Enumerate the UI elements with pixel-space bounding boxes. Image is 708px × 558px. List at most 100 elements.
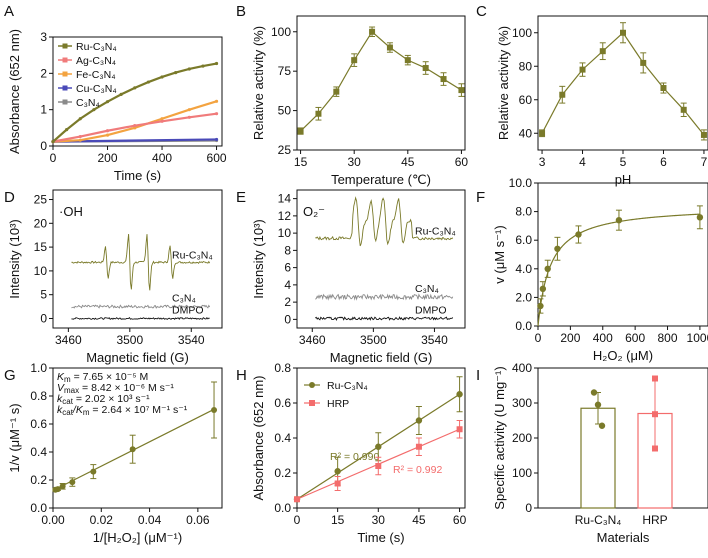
data-point	[160, 119, 164, 123]
data-point	[174, 71, 178, 75]
y-tick-label: 8	[284, 243, 291, 257]
data-point	[187, 108, 191, 112]
kinetics-annotation: Vmax = 8.42 × 10⁻⁶ M s⁻¹	[57, 382, 174, 395]
spectrum-line	[71, 233, 211, 291]
data-point	[214, 112, 219, 116]
y-tick-label: 200	[512, 431, 532, 445]
data-point	[579, 66, 586, 73]
spectrum-label: Ru-C₃N₄	[172, 249, 213, 261]
panel-label: G	[4, 367, 16, 384]
data-point	[78, 138, 82, 142]
y-tick-label: 0.6	[274, 396, 291, 410]
x-tick-label: 30	[372, 513, 386, 527]
data-point	[334, 480, 341, 487]
x-tick-label: 45	[401, 155, 415, 169]
data-point	[297, 128, 304, 135]
y-tick-label: 0.0	[274, 501, 291, 515]
y-tick-label: 0.8	[274, 361, 291, 375]
legend-label: Ru-C₃N₄	[76, 41, 117, 53]
x-axis-label: pH	[615, 172, 632, 187]
legend-label: Fe-C₃N₄	[76, 69, 115, 81]
y-tick-label: 40	[519, 126, 533, 140]
data-point	[105, 100, 110, 104]
plot-frame	[52, 367, 223, 509]
x-axis-label: Time (s)	[114, 168, 161, 183]
x-tick-label: 0	[294, 513, 301, 527]
y-axis-label: Specific activity (U mg⁻¹)	[492, 366, 507, 509]
panel-label: A	[4, 3, 14, 20]
x-tick-label: 200	[98, 151, 118, 165]
plot-frame	[296, 189, 466, 329]
x-axis-label: 1/[H₂O₂] (μM⁻¹)	[93, 530, 182, 545]
y-axis-label: Absorbance (652 nm)	[7, 29, 22, 154]
y-tick-label: 1.0	[30, 361, 47, 375]
y-tick-label: 0.2	[274, 466, 291, 480]
data-point	[652, 411, 658, 418]
panel-label: C	[476, 3, 487, 20]
y-tick-label: 100	[271, 25, 291, 39]
y-tick-label: 10	[34, 264, 48, 278]
spectrum-label: DMPO	[172, 304, 204, 316]
data-point	[559, 91, 566, 98]
legend-label: HRP	[327, 398, 349, 410]
y-tick-label: 75	[278, 64, 292, 78]
data-point	[575, 231, 582, 238]
y-tick-label: 1	[40, 103, 47, 117]
y-axis-label: Absorbance (652 nm)	[251, 375, 266, 500]
r-squared-label: R² = 0.990	[330, 451, 379, 463]
data-point	[369, 28, 376, 35]
data-point	[404, 57, 411, 64]
y-axis-label: v (μM s⁻¹)	[492, 225, 507, 283]
data-point	[386, 44, 393, 51]
fit-curve	[537, 213, 700, 327]
x-tick-label: HRP	[642, 513, 667, 527]
data-point	[54, 486, 61, 493]
data-point	[458, 87, 465, 94]
x-axis-label: Temperature (℃)	[331, 172, 431, 187]
data-point	[309, 400, 315, 406]
data-point	[214, 61, 219, 66]
data-point	[51, 140, 55, 144]
x-tick-label: 45	[412, 513, 426, 527]
data-point	[333, 88, 340, 95]
data-point	[539, 130, 546, 137]
data-point	[375, 463, 382, 469]
plot-frame	[537, 182, 708, 327]
data-point	[69, 479, 76, 486]
x-tick-label: 0	[535, 331, 542, 345]
y-tick-label: 14	[278, 192, 292, 206]
data-point	[214, 99, 219, 103]
panel-label: B	[236, 3, 246, 20]
data-point	[598, 422, 606, 429]
y-tick-label: 0.6	[30, 417, 47, 431]
x-axis-label: Time (s)	[357, 530, 404, 545]
data-point	[105, 133, 110, 137]
data-point	[620, 29, 626, 36]
data-point	[92, 108, 96, 112]
x-tick-label: Ru-C₃N₄	[575, 513, 622, 527]
y-tick-label: 4.0	[515, 262, 532, 276]
x-tick-label: 0.06	[186, 513, 210, 527]
data-point	[211, 407, 218, 413]
data-point	[187, 67, 191, 71]
x-tick-label: 400	[593, 331, 613, 345]
data-point	[539, 285, 547, 293]
x-tick-label: 60	[455, 155, 469, 169]
y-axis-label: Intensity (10³)	[7, 219, 22, 298]
y-tick-label: 10	[278, 226, 292, 240]
data-point	[294, 496, 300, 503]
y-tick-label: 0.2	[30, 473, 47, 487]
y-tick-label: 3	[40, 30, 47, 44]
x-tick-label: 3460	[299, 333, 326, 347]
y-tick-label: 0	[40, 139, 47, 153]
y-tick-label: 20	[34, 216, 48, 230]
spectrum-line	[315, 196, 454, 247]
panel-label: H	[236, 367, 247, 384]
data-point	[375, 443, 382, 450]
series-line	[541, 31, 705, 136]
x-tick-label: 3540	[421, 333, 448, 347]
data-point	[160, 75, 164, 79]
y-tick-label: 0.0	[515, 319, 532, 333]
y-tick-label: 0	[40, 311, 47, 325]
